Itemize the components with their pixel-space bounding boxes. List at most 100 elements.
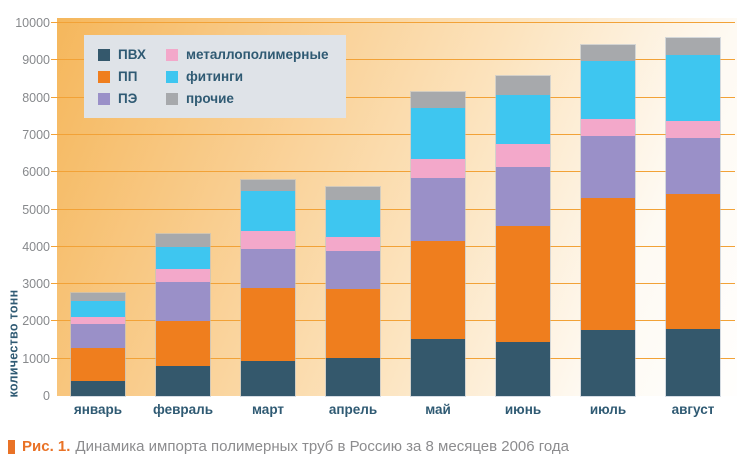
legend-label: ПЭ	[118, 91, 138, 106]
bar-segment	[581, 45, 635, 62]
bar-segment	[241, 249, 295, 289]
y-axis-tick-labels: 0 1000 2000 3000 4000 5000 6000 7000 8000 9000 100…	[0, 16, 50, 403]
x-axis-tick-labels: январь февраль март апрель май июнь июль август	[57, 402, 737, 420]
bar-segment	[241, 231, 295, 250]
bar-segment	[581, 197, 635, 330]
bar-segment	[496, 95, 550, 145]
bar-segment	[411, 92, 465, 109]
bars-layer	[57, 18, 737, 396]
bar-segment	[496, 76, 550, 96]
bar-segment	[666, 138, 720, 194]
bar-segment	[666, 55, 720, 121]
bar-segment	[411, 338, 465, 396]
bar-segment	[581, 118, 635, 136]
y-tick-label: 9000	[22, 53, 50, 68]
gridline	[51, 59, 735, 61]
y-tick-label: 10000	[15, 16, 50, 30]
bar-segment	[156, 320, 210, 367]
bar-segment	[241, 190, 295, 232]
y-tick-label: 3000	[22, 277, 50, 292]
legend-item: фитинги	[165, 69, 329, 84]
bar-segment	[666, 328, 720, 396]
plot-area: ПВХ металлополимерные ПП фитинги ПЭ прочие	[51, 18, 737, 396]
legend-label: металлополимерные	[185, 47, 329, 62]
bar-segment	[241, 288, 295, 361]
bar-segment	[496, 225, 550, 343]
y-tick-label: 7000	[22, 127, 50, 142]
y-tick-label: 8000	[22, 90, 50, 105]
legend-item: ПЭ	[98, 91, 146, 106]
bar-segment	[71, 300, 125, 318]
gridline	[51, 357, 735, 359]
bar-segment	[496, 342, 550, 396]
legend-label: фитинги	[185, 69, 244, 84]
bar-segment	[326, 289, 380, 358]
x-tick-label: май	[425, 402, 451, 417]
bar-segment	[71, 317, 125, 325]
caption-marker	[8, 439, 15, 454]
y-tick-label: 4000	[22, 239, 50, 254]
legend-swatch	[98, 92, 110, 105]
bar-segment	[411, 158, 465, 179]
bar-segment	[496, 166, 550, 226]
bar-segment	[581, 135, 635, 198]
bar-segment	[496, 144, 550, 167]
bar-segment	[411, 240, 465, 339]
legend-swatch	[165, 70, 178, 83]
caption-label: Рис. 1.	[22, 438, 71, 455]
gridline	[51, 245, 735, 247]
stacked-bar-май	[411, 92, 465, 396]
x-tick-label: март	[252, 402, 284, 417]
legend-swatch	[165, 92, 178, 105]
bar-segment	[156, 233, 210, 247]
legend-item: ПВХ	[98, 47, 146, 62]
legend-item: ПП	[98, 69, 146, 84]
bar-segment	[71, 348, 125, 382]
legend-swatch	[98, 70, 110, 83]
stacked-bar-июль	[581, 45, 635, 396]
gridline	[51, 96, 735, 98]
y-tick-label: 6000	[22, 165, 50, 180]
legend-swatch	[98, 48, 110, 61]
x-tick-label: август	[671, 402, 715, 417]
bar-segment	[666, 38, 720, 56]
caption-text: Динамика импорта полимерных труб в Росси…	[75, 438, 570, 455]
grid-layer	[51, 18, 735, 396]
legend-label: прочие	[185, 91, 234, 106]
gridline	[51, 208, 735, 210]
gridline	[51, 22, 735, 23]
bar-segment	[666, 120, 720, 139]
bar-segment	[411, 178, 465, 241]
bar-segment	[156, 246, 210, 269]
stacked-bar-апрель	[326, 187, 380, 396]
y-tick-label: 5000	[22, 202, 50, 217]
gridline	[51, 171, 735, 173]
x-tick-label: июль	[589, 402, 627, 417]
x-tick-label: июнь	[504, 402, 542, 417]
bar-segment	[666, 193, 720, 329]
bar-segment	[411, 108, 465, 159]
y-tick-label: 2000	[22, 314, 50, 329]
stacked-bar-январь	[71, 292, 125, 396]
bar-segment	[326, 357, 380, 396]
bar-segment	[241, 360, 295, 396]
bar-segment	[581, 329, 635, 396]
legend-item: металлополимерные	[165, 47, 329, 62]
stacked-bar-февраль	[156, 233, 210, 396]
x-tick-label: апрель	[328, 402, 378, 417]
bar-segment	[156, 366, 210, 396]
gridline	[51, 133, 735, 135]
bar-segment	[241, 179, 295, 191]
chart-legend: ПВХ металлополимерные ПП фитинги ПЭ прочие	[84, 35, 347, 118]
bar-segment	[71, 381, 125, 396]
bar-segment	[71, 292, 125, 301]
x-tick-label: январь	[73, 402, 123, 417]
stacked-bar-июнь	[496, 76, 550, 396]
bar-segment	[581, 61, 635, 119]
legend-swatch	[165, 48, 178, 61]
bar-segment	[326, 251, 380, 290]
bar-segment	[326, 236, 380, 252]
bar-segment	[156, 282, 210, 321]
stacked-bar-август	[666, 38, 720, 396]
